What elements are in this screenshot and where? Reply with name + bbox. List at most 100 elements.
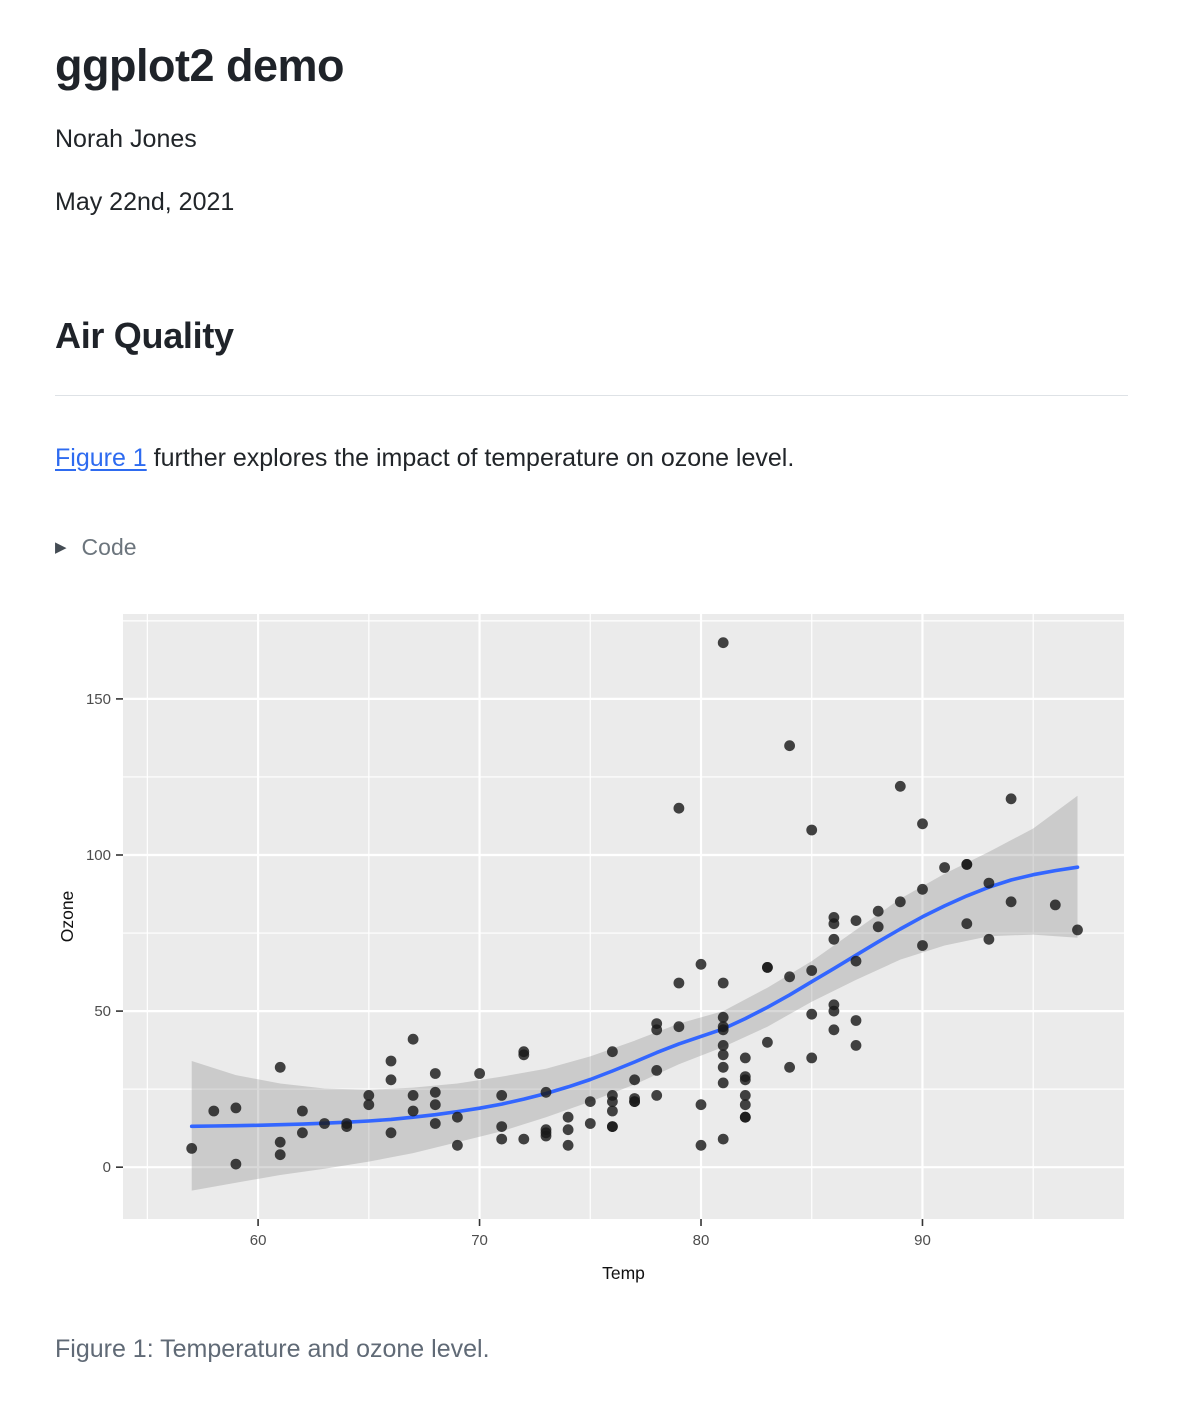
data-point — [717, 1062, 729, 1073]
author: Norah Jones — [55, 124, 197, 153]
data-point — [208, 1105, 220, 1117]
data-point — [717, 637, 729, 649]
chart-panel — [123, 614, 1124, 1220]
data-point — [762, 1037, 773, 1048]
data-point — [429, 1118, 441, 1130]
data-point — [739, 1052, 751, 1064]
data-point — [939, 862, 950, 874]
data-point — [496, 1121, 508, 1133]
data-point — [297, 1127, 308, 1139]
data-point — [717, 1040, 729, 1051]
data-point — [584, 1096, 596, 1108]
data-point — [917, 818, 928, 830]
data-point — [651, 1065, 663, 1076]
data-point — [540, 1087, 552, 1098]
data-point — [562, 1111, 574, 1123]
data-point — [562, 1140, 574, 1151]
data-point — [806, 1052, 818, 1064]
data-point — [717, 1133, 729, 1145]
x-axis-tick-label: 60 — [250, 1232, 267, 1249]
data-point — [961, 859, 973, 870]
data-point — [651, 1090, 663, 1101]
y-axis-tick-label: 50 — [94, 1003, 111, 1020]
data-point — [363, 1099, 375, 1111]
disclosure-triangle-icon: ▶ — [55, 539, 67, 557]
data-point — [673, 1021, 685, 1033]
data-point — [828, 934, 840, 945]
data-point — [496, 1133, 508, 1145]
data-point — [784, 1062, 795, 1073]
data-point — [629, 1074, 640, 1086]
intro-paragraph-text: further explores the impact of temperatu… — [146, 444, 795, 473]
data-point — [274, 1149, 286, 1161]
data-point — [274, 1062, 286, 1073]
x-axis-title: Temp — [602, 1263, 645, 1283]
data-point — [983, 877, 995, 889]
data-point — [717, 1024, 729, 1036]
section-heading-air-quality: Air Quality — [55, 314, 1128, 397]
figure-caption: Figure 1: Temperature and ozone level. — [55, 1335, 490, 1364]
data-point — [806, 1008, 818, 1020]
data-point — [452, 1140, 463, 1151]
data-point — [385, 1055, 397, 1067]
code-fold-toggle[interactable]: ▶ Code — [55, 534, 1128, 561]
data-point — [363, 1090, 375, 1101]
data-point — [186, 1143, 198, 1154]
data-point — [850, 915, 862, 927]
data-point — [739, 1099, 751, 1111]
y-axis-tick-label: 100 — [86, 847, 111, 864]
data-point — [230, 1102, 242, 1114]
data-point — [739, 1090, 751, 1101]
ozone-temp-scatter-chart: 60 70 80 90 0 50 100 150 Temp Ozone — [57, 614, 1124, 1283]
data-point — [607, 1121, 618, 1133]
intro-paragraph: Figure 1 further explores the impact of … — [55, 442, 1128, 476]
x-axis-tick-label: 90 — [914, 1232, 931, 1249]
data-point — [850, 1040, 862, 1051]
x-axis-tick-label: 70 — [471, 1232, 488, 1249]
data-point — [407, 1090, 419, 1101]
data-point — [385, 1074, 397, 1086]
data-point — [828, 918, 840, 930]
data-point — [739, 1111, 751, 1123]
code-fold-label: Code — [81, 534, 137, 561]
data-point — [540, 1130, 552, 1142]
data-point — [784, 971, 795, 983]
data-point — [429, 1087, 441, 1098]
data-point — [584, 1118, 596, 1130]
data-point — [407, 1033, 419, 1045]
data-point — [629, 1096, 640, 1108]
y-axis-tick-label: 0 — [103, 1159, 111, 1176]
data-point — [607, 1046, 618, 1058]
data-point — [452, 1111, 463, 1123]
data-point — [673, 977, 685, 989]
data-point — [894, 781, 906, 792]
data-point — [607, 1105, 618, 1117]
figure-1-link[interactable]: Figure 1 — [55, 444, 147, 473]
data-point — [850, 1015, 862, 1027]
data-point — [1005, 896, 1017, 908]
data-point — [297, 1105, 308, 1117]
y-axis-tick-label: 150 — [86, 691, 111, 708]
y-axis-title: Ozone — [57, 891, 77, 943]
smooth-line — [189, 865, 1080, 1129]
data-point — [496, 1090, 508, 1101]
data-point — [1005, 793, 1017, 805]
data-point — [518, 1046, 530, 1058]
data-point — [850, 955, 862, 967]
data-point — [806, 824, 818, 836]
data-point — [961, 918, 973, 930]
data-point — [1049, 899, 1061, 911]
data-point — [762, 962, 773, 973]
data-point — [739, 1074, 751, 1086]
data-point — [429, 1068, 441, 1080]
data-point — [695, 1099, 707, 1111]
data-point — [872, 905, 884, 917]
data-point — [518, 1133, 530, 1145]
data-point — [429, 1099, 441, 1111]
data-point — [341, 1121, 353, 1133]
page-title: ggplot2 demo — [55, 40, 344, 91]
data-point — [474, 1068, 485, 1080]
data-point — [717, 1049, 729, 1061]
data-point — [607, 1096, 618, 1108]
